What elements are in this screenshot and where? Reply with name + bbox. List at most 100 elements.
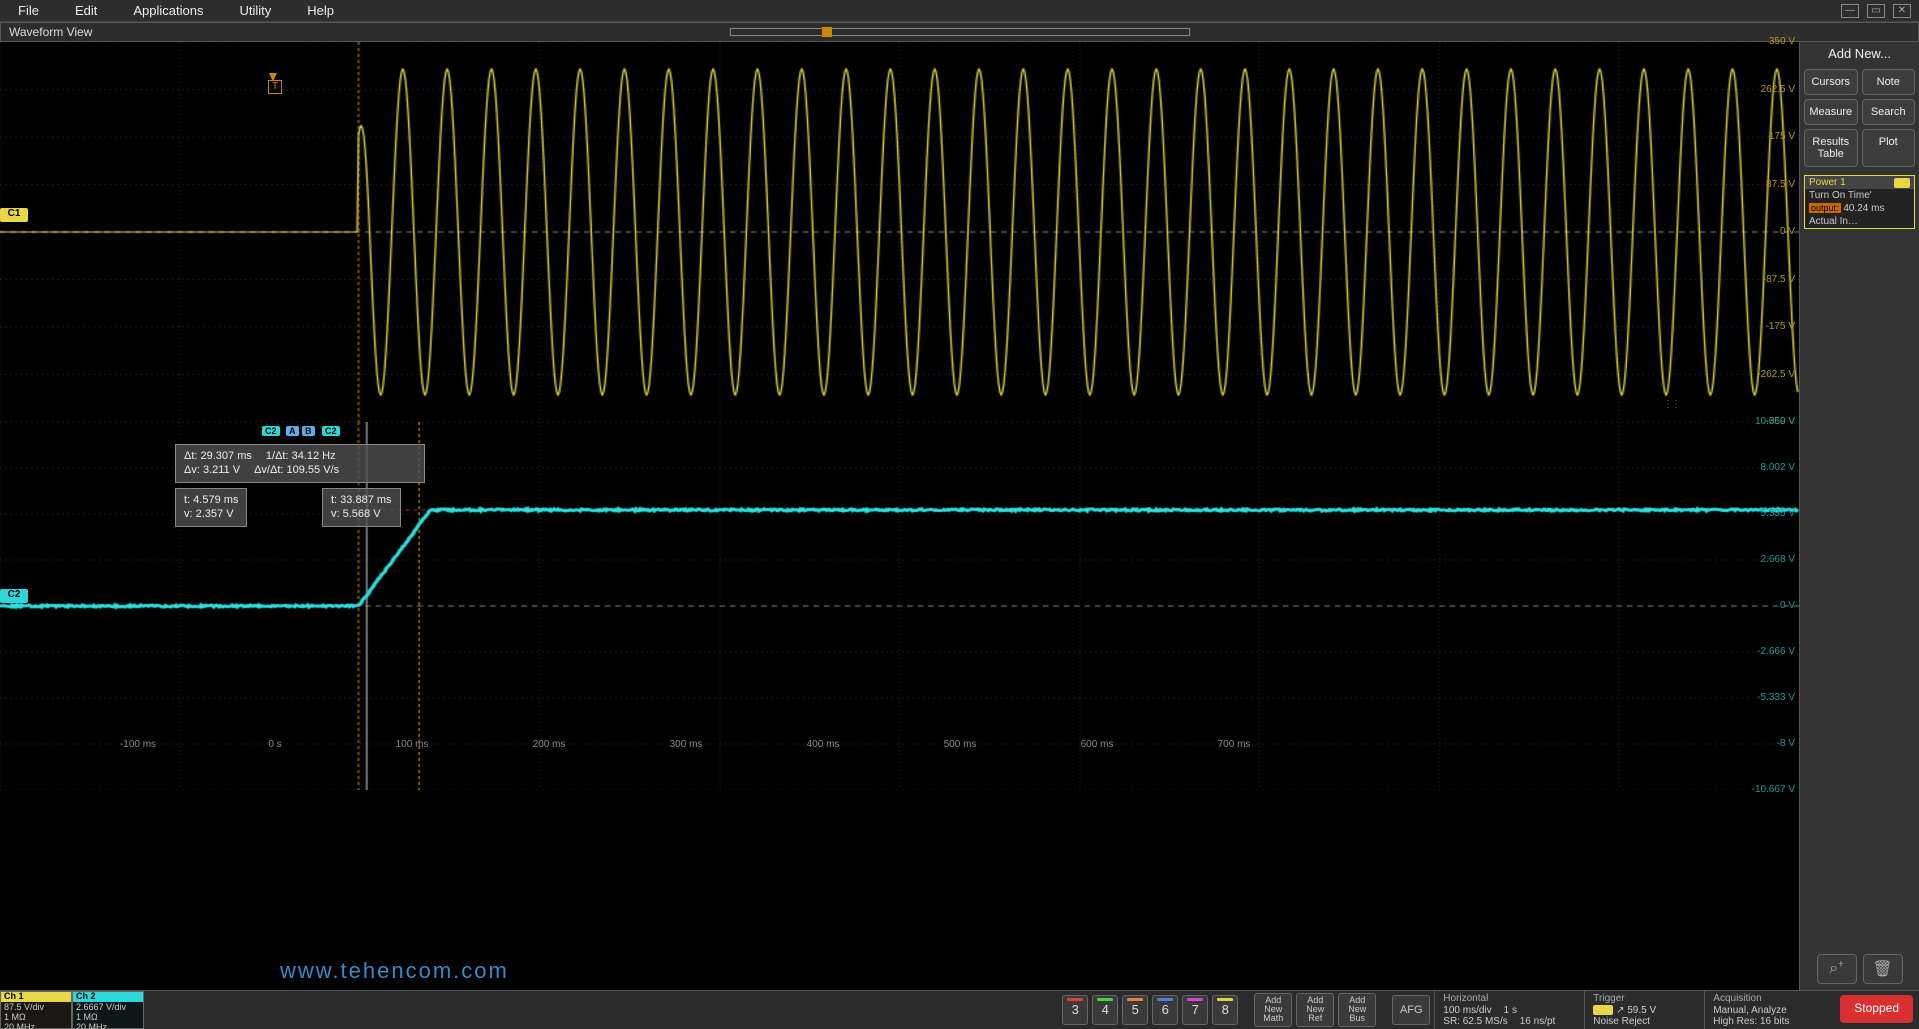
ch3-add-button[interactable]: 3 xyxy=(1062,995,1088,1025)
search-button[interactable]: Search xyxy=(1862,99,1916,125)
ch8-add-button[interactable]: 8 xyxy=(1212,995,1238,1025)
ch5-add-button[interactable]: 5 xyxy=(1122,995,1148,1025)
ch1-ytick: 175 V xyxy=(1769,131,1795,142)
cursors-button[interactable]: Cursors xyxy=(1804,69,1858,95)
power-measurement-badge[interactable]: Power 1 Turn On Time' output: 40.24 ms A… xyxy=(1804,175,1915,229)
ch2-bw: 20 MHz xyxy=(76,1023,140,1029)
add-new-bus-button[interactable]: AddNewBus xyxy=(1338,993,1376,1027)
add-new-math-button[interactable]: AddNewMath xyxy=(1254,993,1292,1027)
ch4-add-button[interactable]: 4 xyxy=(1092,995,1118,1025)
waveform-view-header: Waveform View xyxy=(0,22,1919,42)
trigger-status-block[interactable]: Trigger ↗ 59.5 V Noise Reject xyxy=(1584,991,1704,1029)
horiz-sr: SR: 62.5 MS/s xyxy=(1443,1016,1507,1028)
cursor-tab-a[interactable]: A xyxy=(286,426,299,436)
pane-resize-grip-icon[interactable]: ⋮⋮ xyxy=(1663,399,1679,410)
time-axis: -100 ms0 s100 ms200 ms300 ms400 ms500 ms… xyxy=(0,730,1799,750)
ch2-ytick: 0 V xyxy=(1780,600,1795,611)
menu-applications[interactable]: Applications xyxy=(115,3,221,18)
power-title: Power 1 xyxy=(1809,177,1846,188)
acq-line2: High Res: 16 bits xyxy=(1713,1016,1826,1028)
trigger-edge-icon: ↗ xyxy=(1616,1005,1624,1016)
trigger-level: 59.5 V xyxy=(1627,1005,1656,1016)
ch1-info-hdr: Ch 1 xyxy=(1,992,71,1002)
ch2-info-block[interactable]: Ch 2 2.6667 V/div 1 MΩ 20 MHz xyxy=(72,991,144,1029)
menu-file[interactable]: File xyxy=(0,3,57,18)
time-tick: 200 ms xyxy=(533,739,566,750)
cursor-invdt: 1/Δt: 34.12 Hz xyxy=(266,449,336,463)
power-output-label: output: xyxy=(1809,203,1841,213)
ch1-badge[interactable]: C1 xyxy=(0,208,28,222)
cursor-b-v: v: 5.568 V xyxy=(331,507,392,521)
ch2-ytick: 10.669 V xyxy=(1755,416,1795,427)
ch1-ytick: 0 V xyxy=(1780,226,1795,237)
cursor-a-box: t: 4.579 ms v: 2.357 V xyxy=(175,488,247,527)
ch2-badge[interactable]: C2 xyxy=(0,589,28,603)
power-source-chip xyxy=(1894,178,1910,188)
ch1-ytick: -175 V xyxy=(1766,321,1795,332)
results-table-button[interactable]: Results Table xyxy=(1804,129,1858,167)
horizontal-status-block[interactable]: Horizontal 100 ms/div 1 s SR: 62.5 MS/s … xyxy=(1434,991,1584,1029)
trigger-mode: Noise Reject xyxy=(1593,1016,1696,1028)
run-stop-button[interactable]: Stopped xyxy=(1840,995,1913,1023)
ch1-ytick: 262.5 V xyxy=(1761,84,1795,95)
window-maximize-icon[interactable]: ▭ xyxy=(1867,4,1885,18)
cursor-tab-b[interactable]: B xyxy=(302,426,315,436)
bottom-bar: Ch 1 87.5 V/div 1 MΩ 20 MHz Ch 2 2.6667 … xyxy=(0,990,1919,1029)
ch2-ytick: -2.666 V xyxy=(1757,646,1795,657)
window-close-icon[interactable]: ✕ xyxy=(1893,4,1911,18)
zoom-icon[interactable]: ⌕⁺ xyxy=(1817,954,1857,984)
power-output-value: 40.24 ms xyxy=(1843,203,1884,214)
plot-button[interactable]: Plot xyxy=(1862,129,1916,167)
time-tick: -100 ms xyxy=(120,739,156,750)
ch7-add-button[interactable]: 7 xyxy=(1182,995,1208,1025)
plot-area[interactable]: -100 ms0 s100 ms200 ms300 ms400 ms500 ms… xyxy=(0,42,1799,990)
time-tick: 0 s xyxy=(268,739,281,750)
cursor-slope: Δv/Δt: 109.55 V/s xyxy=(254,463,339,477)
afg-button[interactable]: AFG xyxy=(1392,995,1430,1025)
side-add-new-header: Add New... xyxy=(1800,42,1919,65)
ch1-ytick: -87.5 V xyxy=(1763,274,1795,285)
add-new-ref-button[interactable]: AddNewRef xyxy=(1296,993,1334,1027)
window-minimize-icon[interactable]: — xyxy=(1841,4,1859,18)
acquisition-overview-bar[interactable] xyxy=(730,28,1190,36)
ch2-ytick: 8.002 V xyxy=(1761,462,1795,473)
ch6-add-button[interactable]: 6 xyxy=(1152,995,1178,1025)
cursor-a-v: v: 2.357 V xyxy=(184,507,238,521)
cursor-delta-box: Δt: 29.307 ms 1/Δt: 34.12 Hz Δv: 3.211 V… xyxy=(175,444,425,483)
trash-icon[interactable]: 🗑 xyxy=(1863,954,1903,984)
menu-utility[interactable]: Utility xyxy=(221,3,289,18)
acquisition-status-block[interactable]: Acquisition Manual, Analyze High Res: 16… xyxy=(1704,991,1834,1029)
time-tick: 300 ms xyxy=(670,739,703,750)
trig-hdr: Trigger xyxy=(1593,993,1696,1005)
menu-help[interactable]: Help xyxy=(289,3,352,18)
ch2-ytick: 2.668 V xyxy=(1761,554,1795,565)
time-tick: 600 ms xyxy=(1081,739,1114,750)
ch1-ytick: -262.5 V xyxy=(1757,369,1795,380)
ch2-ytick: 5.335 V xyxy=(1761,508,1795,519)
time-tick: 100 ms xyxy=(396,739,429,750)
cursor-tab-c2-left[interactable]: C2 xyxy=(262,426,280,436)
trigger-source-chip xyxy=(1593,1005,1613,1015)
cursor-dt: Δt: 29.307 ms xyxy=(184,449,252,463)
horiz-tdiv: 100 ms/div xyxy=(1443,1005,1491,1017)
menu-edit[interactable]: Edit xyxy=(57,3,115,18)
cursor-b-box: t: 33.887 ms v: 5.568 V xyxy=(322,488,401,527)
note-button[interactable]: Note xyxy=(1862,69,1916,95)
ch1-waveform-canvas[interactable] xyxy=(0,42,1799,422)
watermark-text: www.tehencom.com xyxy=(280,958,509,984)
ch2-ytick: -5.333 V xyxy=(1757,692,1795,703)
ch1-ytick: 350 V xyxy=(1769,36,1795,47)
ch1-info-block[interactable]: Ch 1 87.5 V/div 1 MΩ 20 MHz xyxy=(0,991,72,1029)
horiz-nspt: 16 ns/pt xyxy=(1520,1016,1556,1028)
horiz-hdr: Horizontal xyxy=(1443,993,1576,1005)
time-tick: 700 ms xyxy=(1218,739,1251,750)
cursor-tab-c2-right[interactable]: C2 xyxy=(322,426,340,436)
ch2-ytick: -10.667 V xyxy=(1752,784,1795,795)
trigger-position-marker[interactable] xyxy=(822,27,832,37)
time-tick: 500 ms xyxy=(944,739,977,750)
cursor-a-t: t: 4.579 ms xyxy=(184,493,238,507)
trigger-t-icon[interactable]: T xyxy=(268,80,282,94)
measure-button[interactable]: Measure xyxy=(1804,99,1858,125)
acq-hdr: Acquisition xyxy=(1713,993,1826,1005)
side-panel: Add New... Cursors Note Measure Search R… xyxy=(1799,42,1919,990)
